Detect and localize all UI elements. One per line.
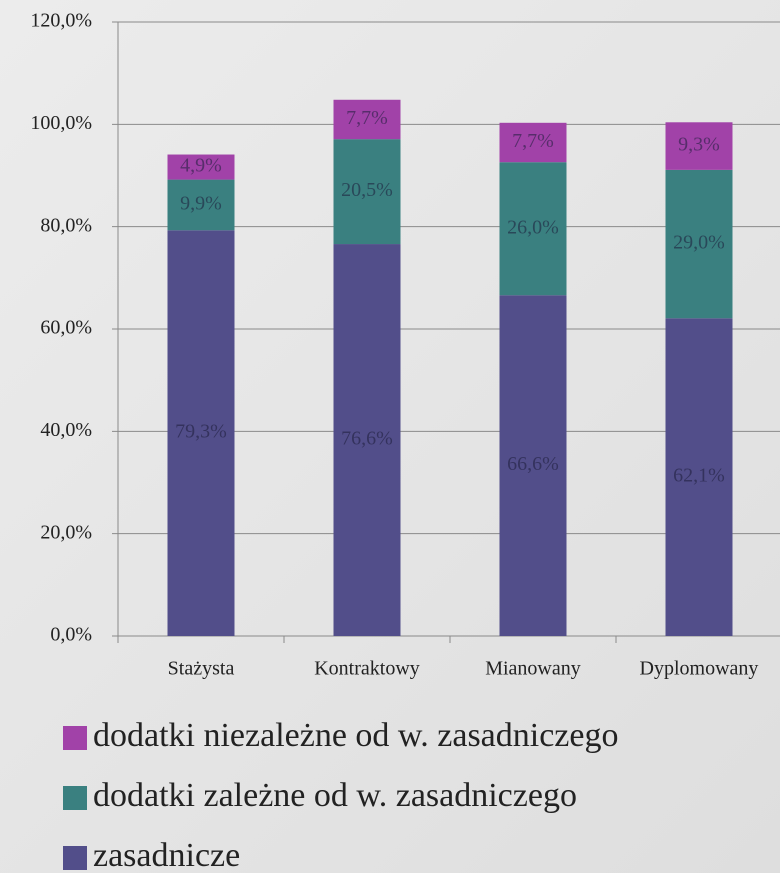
bar-segment [665, 169, 733, 319]
y-tick-label: 120,0% [30, 10, 92, 32]
bar-segment [499, 295, 567, 636]
data-label: 4,9% [180, 155, 222, 177]
data-label: 62,1% [673, 465, 725, 487]
x-tick-label: Stażysta [168, 658, 235, 680]
y-tick-label: 60,0% [40, 317, 92, 339]
x-tick-label: Dyplomowany [640, 658, 759, 680]
y-tick-label: 80,0% [40, 214, 92, 236]
data-label: 9,9% [180, 193, 222, 215]
data-label: 9,3% [678, 134, 720, 156]
bar-segment [499, 162, 567, 296]
data-label: 26,0% [507, 216, 559, 238]
y-tick-label: 100,0% [30, 112, 92, 134]
legend-label: zasadnicze [93, 837, 240, 873]
bar-segment [333, 99, 401, 140]
bar-segment [499, 122, 567, 163]
y-tick-label: 0,0% [50, 624, 92, 646]
x-tick-label: Kontraktowy [314, 658, 420, 680]
data-label: 20,5% [341, 179, 393, 201]
data-label: 76,6% [341, 428, 393, 450]
data-label: 7,7% [346, 107, 388, 129]
bar-segment [167, 154, 235, 180]
data-label: 29,0% [673, 232, 725, 254]
y-tick-label: 40,0% [40, 419, 92, 441]
x-tick-label: Mianowany [485, 658, 581, 680]
bar-segment [665, 122, 733, 170]
data-label: 7,7% [512, 130, 554, 152]
bar-segment [333, 139, 401, 245]
legend-label: dodatki zależne od w. zasadniczego [93, 777, 577, 814]
legend-swatch [63, 726, 87, 750]
data-label: 79,3% [175, 421, 227, 443]
bar-segment [665, 318, 733, 636]
data-label: 66,6% [507, 453, 559, 475]
bar-segment [167, 230, 235, 636]
legend-swatch [63, 786, 87, 810]
legend-swatch [63, 846, 87, 870]
bar-segment [167, 179, 235, 231]
bar-segment [333, 244, 401, 636]
legend-label: dodatki niezależne od w. zasadniczego [93, 717, 619, 754]
y-tick-label: 20,0% [40, 521, 92, 543]
